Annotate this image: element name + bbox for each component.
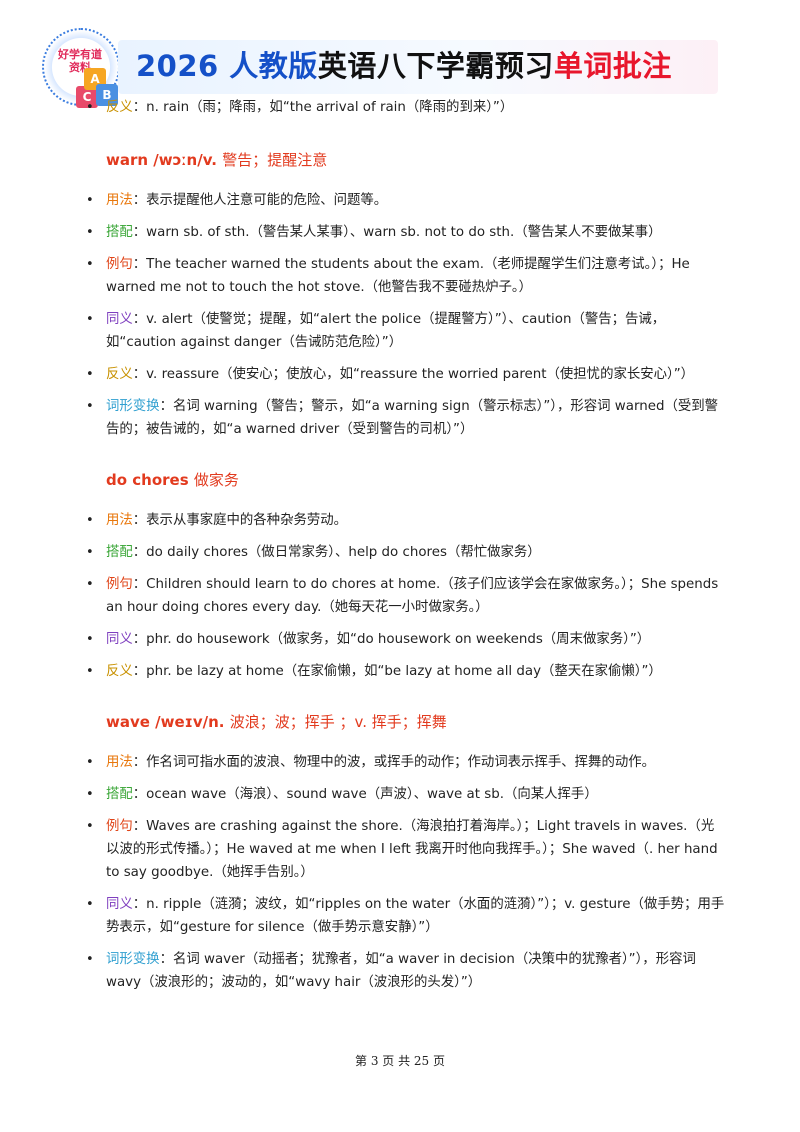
note-text: ocean wave（海浪）、sound wave（声波）、wave at sb…	[146, 787, 598, 802]
title-part-3: 单词批注	[553, 49, 672, 83]
note-item: 搭配：do daily chores（做日常家务）、help do chores…	[86, 541, 726, 564]
note-label: 反义	[106, 367, 133, 382]
note-item: 同义：v. alert（使警觉；提醒，如“alert the police（提醒…	[86, 308, 726, 354]
page-title: 2026 人教版英语八下学霸预习单词批注	[136, 46, 672, 86]
note-separator: ：	[132, 755, 147, 770]
note-item: 反义：n. rain（雨；降雨，如“the arrival of rain（降雨…	[86, 96, 726, 119]
note-label: 例句	[106, 577, 133, 592]
note-separator: ：	[132, 787, 147, 802]
note-label: 例句	[106, 257, 133, 272]
note-separator: ：	[159, 952, 173, 967]
note-item: 词形变换：名词 waver（动摇者；犹豫者，如“a waver in decis…	[86, 948, 726, 994]
note-text: v. alert（使警觉；提醒，如“alert the police（提醒警方）…	[106, 312, 666, 350]
note-label: 词形变换	[106, 399, 160, 414]
note-item: 例句：Children should learn to do chores at…	[86, 573, 726, 619]
headword-meaning: 波浪；波；挥手 ；v. 挥手；挥舞	[229, 713, 447, 731]
note-separator: ：	[159, 399, 173, 414]
publisher-logo: 好学有道资料 C A B	[40, 28, 122, 110]
entry-wave: wave /weɪv/n. 波浪；波；挥手 ；v. 挥手；挥舞用法：作名词可指水…	[86, 711, 726, 994]
note-text: n. ripple（涟漪；波纹，如“ripples on the water（水…	[106, 897, 725, 935]
note-label: 搭配	[106, 225, 133, 240]
note-separator: ：	[132, 632, 147, 647]
note-label: 搭配	[106, 545, 133, 560]
note-separator: ：	[132, 664, 147, 679]
title-part-1: 2026 人教版	[136, 49, 318, 83]
note-separator: ：	[132, 312, 147, 327]
title-part-2: 英语八下学霸预习	[317, 49, 554, 83]
entry-do-chores: do chores 做家务用法：表示从事家庭中的各种杂务劳动。搭配：do dai…	[86, 469, 726, 683]
entry-heading: warn /wɔːn/v. 警告；提醒注意	[106, 149, 726, 171]
note-text: 表示提醒他人注意可能的危险、问题等。	[146, 193, 388, 208]
note-text: n. rain（雨；降雨，如“the arrival of rain（降雨的到来…	[146, 100, 514, 115]
note-text: Waves are crashing against the shore.（海浪…	[106, 819, 718, 880]
note-label: 词形变换	[106, 952, 160, 967]
note-separator: ：	[132, 819, 147, 834]
note-label: 例句	[106, 819, 133, 834]
note-label: 用法	[106, 513, 133, 528]
note-item: 例句：Waves are crashing against the shore.…	[86, 815, 726, 884]
note-text: phr. do housework（做家务，如“do housework on …	[146, 632, 651, 647]
note-separator: ：	[132, 897, 147, 912]
note-text: 名词 waver（动摇者；犹豫者，如“a waver in decision（决…	[106, 952, 696, 990]
note-text: The teacher warned the students about th…	[106, 257, 690, 295]
note-separator: ：	[132, 225, 147, 240]
headword: warn /wɔːn/v.	[106, 151, 217, 169]
note-separator: ：	[132, 100, 147, 115]
note-label: 用法	[106, 755, 133, 770]
note-text: phr. be lazy at home（在家偷懒，如“be lazy at h…	[146, 664, 662, 679]
note-label: 反义	[106, 664, 133, 679]
word-notes: 反义：n. rain（雨；降雨，如“the arrival of rain（降雨…	[86, 96, 726, 1003]
note-item: 搭配：warn sb. of sth.（警告某人某事）、warn sb. not…	[86, 221, 726, 244]
headword-meaning: 做家务	[193, 471, 239, 489]
note-separator: ：	[132, 577, 147, 592]
headword-meaning: 警告；提醒注意	[222, 151, 328, 169]
note-item: 词形变换：名词 warning（警告；警示，如“a warning sign（警…	[86, 395, 726, 441]
note-text: 名词 warning（警告；警示，如“a warning sign（警示标志）”…	[106, 399, 719, 437]
note-item: 用法：作名词可指水面的波浪、物理中的波，或挥手的动作；作动词表示挥手、挥舞的动作…	[86, 751, 726, 774]
note-item: 同义：n. ripple（涟漪；波纹，如“ripples on the wate…	[86, 893, 726, 939]
note-label: 用法	[106, 193, 133, 208]
note-label: 反义	[106, 100, 133, 115]
note-label: 同义	[106, 632, 133, 647]
page-number: 第 3 页 共 25 页	[355, 1054, 445, 1068]
note-separator: ：	[132, 257, 147, 272]
note-text: 作名词可指水面的波浪、物理中的波，或挥手的动作；作动词表示挥手、挥舞的动作。	[146, 755, 656, 770]
note-label: 搭配	[106, 787, 133, 802]
note-separator: ：	[132, 513, 147, 528]
note-item: 用法：表示从事家庭中的各种杂务劳动。	[86, 509, 726, 532]
headword: do chores	[106, 471, 189, 489]
entry-rain-tail: 反义：n. rain（雨；降雨，如“the arrival of rain（降雨…	[86, 96, 726, 119]
note-separator: ：	[132, 367, 147, 382]
note-label: 同义	[106, 897, 133, 912]
headword: wave /weɪv/n.	[106, 713, 225, 731]
entry-warn: warn /wɔːn/v. 警告；提醒注意用法：表示提醒他人注意可能的危险、问题…	[86, 149, 726, 441]
logo-text: 好学有道资料	[58, 48, 102, 74]
note-item: 搭配：ocean wave（海浪）、sound wave（声波）、wave at…	[86, 783, 726, 806]
note-item: 例句：The teacher warned the students about…	[86, 253, 726, 299]
note-text: 表示从事家庭中的各种杂务劳动。	[146, 513, 348, 528]
note-separator: ：	[132, 545, 147, 560]
entry-heading: do chores 做家务	[106, 469, 726, 491]
note-text: do daily chores（做日常家务）、help do chores（帮忙…	[146, 545, 541, 560]
note-text: v. reassure（使安心；使放心，如“reassure the worri…	[146, 367, 695, 382]
note-item: 反义：phr. be lazy at home（在家偷懒，如“be lazy a…	[86, 660, 726, 683]
note-item: 用法：表示提醒他人注意可能的危险、问题等。	[86, 189, 726, 212]
note-label: 同义	[106, 312, 133, 327]
note-item: 反义：v. reassure（使安心；使放心，如“reassure the wo…	[86, 363, 726, 386]
note-item: 同义：phr. do housework（做家务，如“do housework …	[86, 628, 726, 651]
header-banner: 好学有道资料 C A B 2026 人教版英语八下学霸预习单词批注	[40, 28, 720, 108]
note-text: Children should learn to do chores at ho…	[106, 577, 719, 615]
note-text: warn sb. of sth.（警告某人某事）、warn sb. not to…	[146, 225, 662, 240]
note-separator: ：	[132, 193, 147, 208]
title-bar	[118, 40, 718, 94]
entry-heading: wave /weɪv/n. 波浪；波；挥手 ；v. 挥手；挥舞	[106, 711, 726, 733]
